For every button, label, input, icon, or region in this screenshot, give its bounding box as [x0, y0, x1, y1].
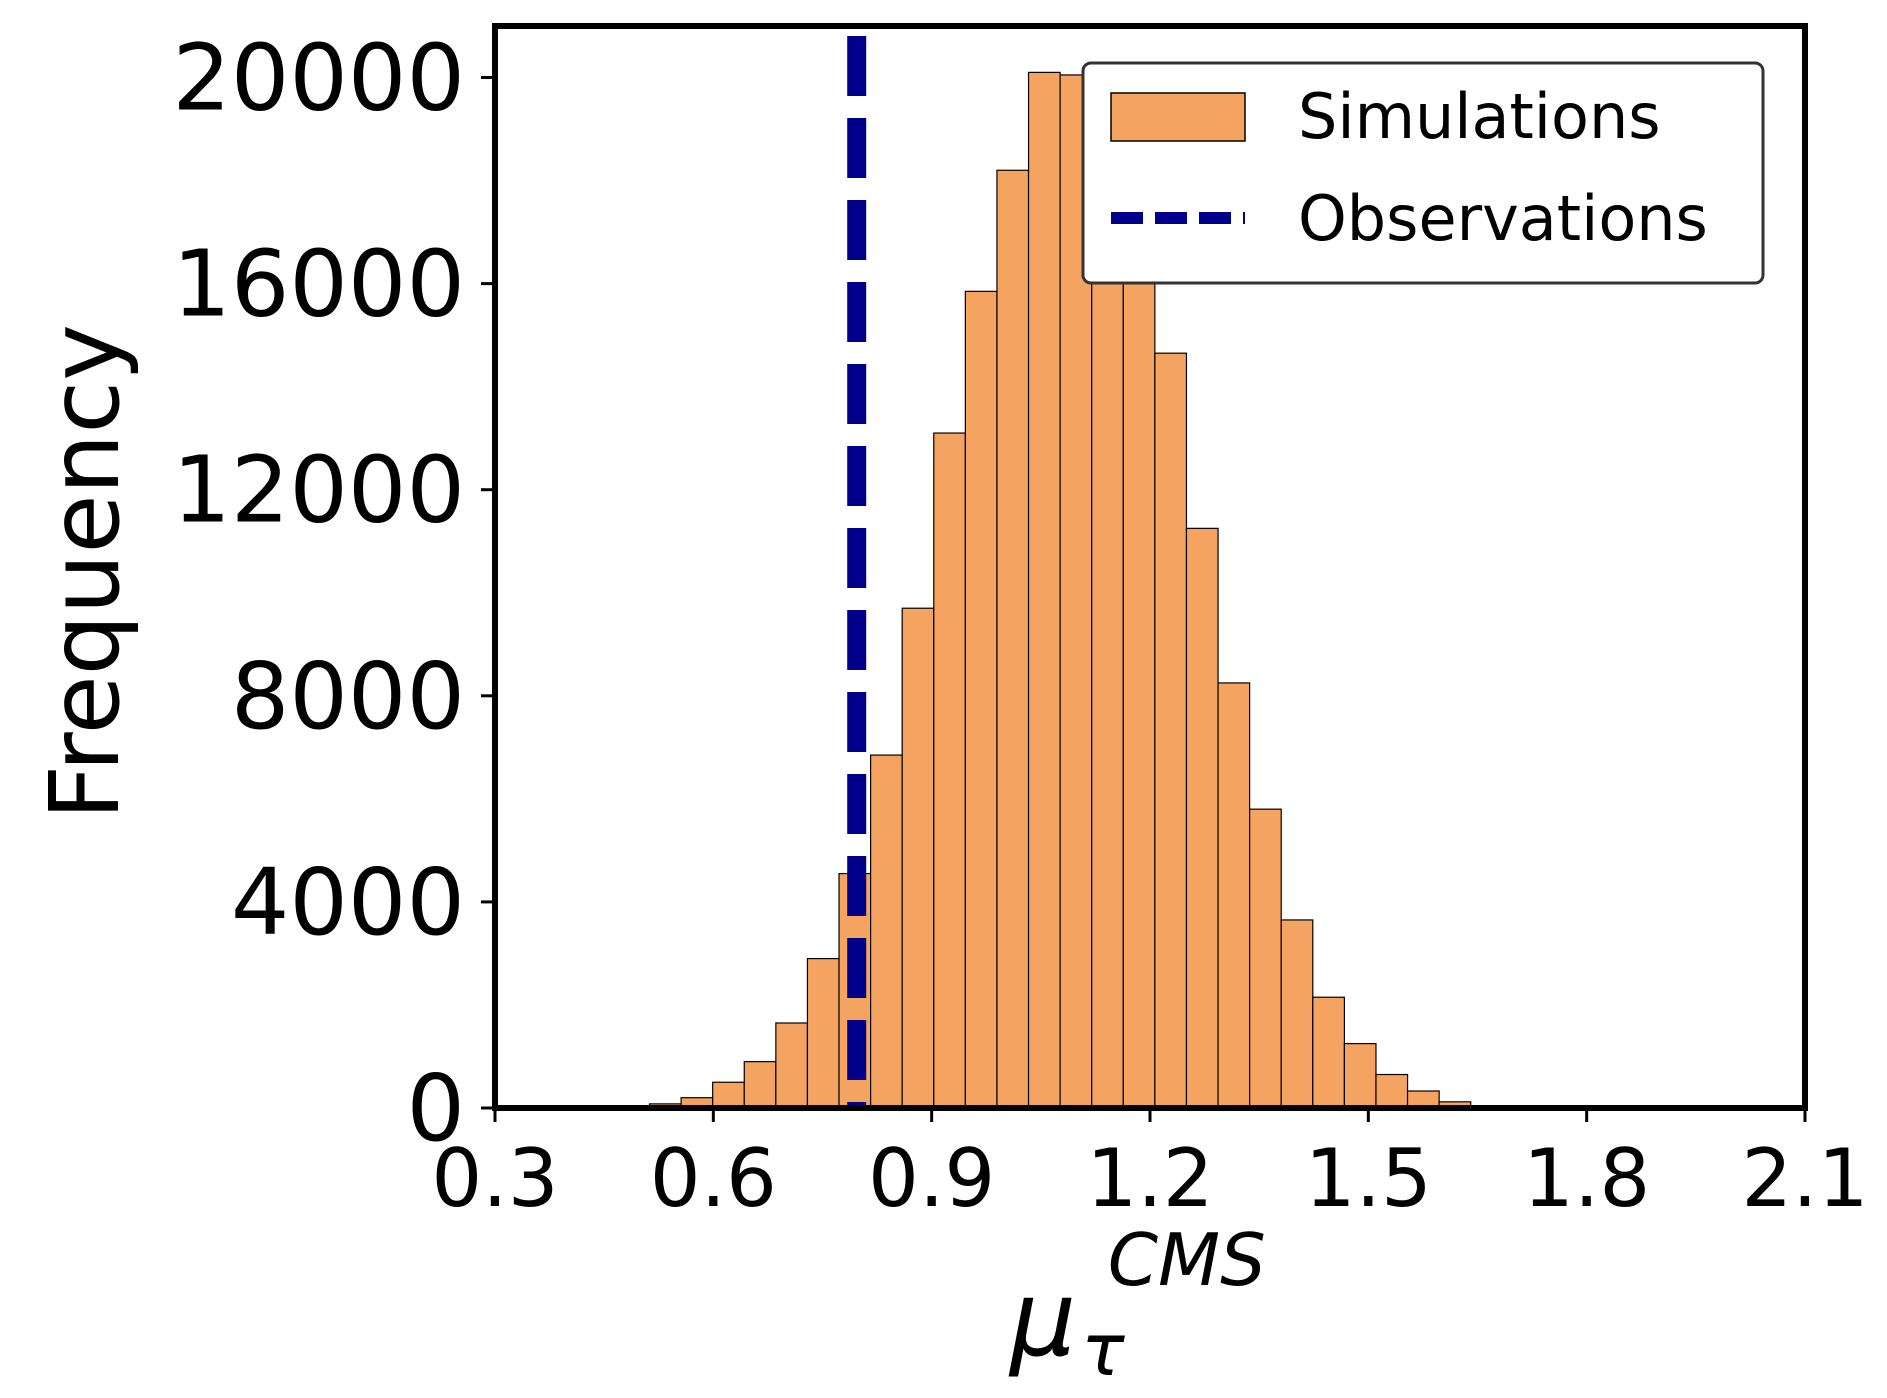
y-tick-label: 4000: [231, 849, 465, 956]
histogram-bar: [964, 290, 998, 1109]
legend-observations-label: Observations: [1298, 182, 1708, 255]
y-tick-label: 8000: [231, 643, 465, 750]
x-tick-label: 0.6: [650, 1132, 777, 1225]
x-axis-label-superscript: CMS: [1108, 1218, 1266, 1302]
histogram-bar: [996, 169, 1030, 1109]
x-tick-label: 1.8: [1523, 1132, 1650, 1225]
histogram-bar: [1027, 71, 1061, 1109]
histogram-bar: [1280, 919, 1314, 1109]
legend: Simulations Observations: [1081, 61, 1765, 285]
histogram-bar: [1375, 1073, 1409, 1109]
histogram-bar: [1185, 527, 1219, 1109]
x-axis-label-base: μ: [1008, 1258, 1076, 1380]
histogram-bar: [1217, 682, 1251, 1109]
histogram-bar: [743, 1061, 777, 1109]
x-tick-label: 0.3: [431, 1132, 558, 1225]
histogram-bar: [1343, 1042, 1377, 1109]
y-tick-label: 16000: [172, 231, 465, 338]
histogram-bar: [901, 607, 935, 1109]
histogram-bar: [806, 957, 840, 1109]
x-tick-label: 1.5: [1305, 1132, 1432, 1225]
y-axis-ticks: 0 4000 8000 12000 16000 20000: [172, 25, 495, 1162]
legend-simulations-label: Simulations: [1298, 80, 1661, 153]
x-tick-label: 2.1: [1741, 1132, 1868, 1225]
y-axis-label: Frequency: [29, 324, 141, 820]
x-axis-ticks: 0.3 0.6 0.9 1.2 1.5 1.8 2.1: [431, 1108, 1869, 1225]
histogram-bar: [870, 754, 903, 1109]
y-tick-label: 12000: [172, 437, 465, 544]
histogram-bar: [1312, 996, 1345, 1109]
y-tick-label: 0: [406, 1055, 465, 1162]
x-tick-label: 0.9: [868, 1132, 995, 1225]
x-tick-label: 1.2: [1086, 1132, 1213, 1225]
y-tick-label: 20000: [172, 25, 465, 132]
histogram-bar: [1122, 216, 1156, 1109]
histogram-bar: [1249, 808, 1282, 1109]
x-axis-label: μ τ CMS: [1008, 1218, 1266, 1392]
histogram-bar: [775, 1022, 809, 1109]
legend-simulations-swatch: [1110, 92, 1246, 142]
legend-box: [1081, 61, 1765, 285]
histogram-bar: [1154, 352, 1188, 1109]
x-axis-label-subscript: τ: [1081, 1308, 1125, 1392]
histogram-bar: [712, 1081, 745, 1109]
histogram-bar: [933, 432, 966, 1109]
